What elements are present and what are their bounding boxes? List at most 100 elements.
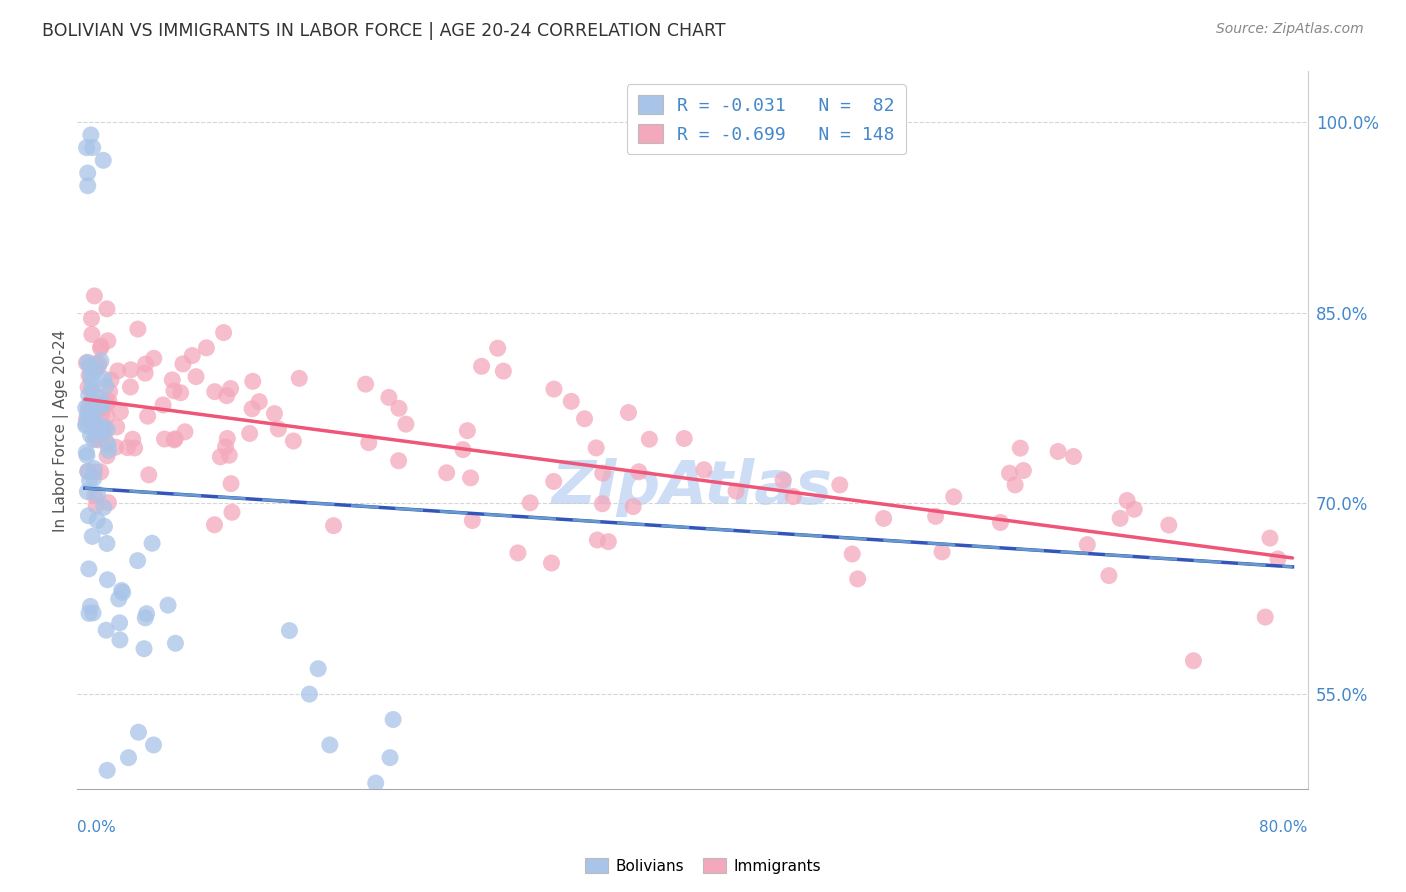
Point — [76, 178, 98, 193]
Point — [492, 364, 515, 378]
Point — [76, 166, 98, 180]
Text: Source: ZipAtlas.com: Source: ZipAtlas.com — [1216, 22, 1364, 37]
Point — [84, 357, 107, 371]
Point — [77, 403, 100, 417]
Point — [364, 776, 387, 790]
Point — [117, 441, 139, 455]
Point — [219, 382, 242, 396]
Point — [461, 514, 484, 528]
Point — [82, 394, 104, 409]
Point — [169, 385, 191, 400]
Point — [204, 517, 226, 532]
Point — [1254, 610, 1277, 624]
Point — [307, 662, 329, 676]
Point — [322, 518, 344, 533]
Point — [142, 351, 165, 366]
Point — [120, 363, 142, 377]
Point — [638, 432, 661, 446]
Point — [540, 556, 562, 570]
Point — [456, 424, 478, 438]
Point — [90, 409, 112, 423]
Point — [87, 433, 110, 447]
Point — [693, 463, 716, 477]
Point — [124, 441, 146, 455]
Point — [96, 536, 118, 550]
Point — [76, 449, 98, 463]
Point — [77, 388, 100, 402]
Point — [195, 341, 218, 355]
Point — [828, 478, 851, 492]
Point — [91, 425, 114, 440]
Point — [80, 128, 103, 142]
Point — [82, 606, 104, 620]
Point — [471, 359, 494, 374]
Point — [79, 359, 101, 373]
Text: BOLIVIAN VS IMMIGRANTS IN LABOR FORCE | AGE 20-24 CORRELATION CHART: BOLIVIAN VS IMMIGRANTS IN LABOR FORCE | … — [42, 22, 725, 40]
Point — [215, 389, 238, 403]
Point — [1012, 463, 1035, 477]
Point — [90, 354, 112, 368]
Point — [217, 432, 239, 446]
Point — [184, 369, 207, 384]
Point — [460, 471, 482, 485]
Point — [100, 373, 122, 387]
Point — [1004, 478, 1026, 492]
Point — [83, 289, 105, 303]
Point — [108, 615, 131, 630]
Point — [86, 403, 108, 417]
Point — [86, 513, 108, 527]
Point — [585, 441, 607, 455]
Point — [136, 409, 159, 424]
Point — [93, 401, 115, 415]
Point — [79, 599, 101, 614]
Point — [75, 356, 97, 370]
Point — [93, 500, 115, 515]
Point — [120, 380, 142, 394]
Point — [82, 529, 104, 543]
Point — [83, 433, 105, 447]
Point — [157, 598, 180, 612]
Point — [96, 398, 118, 412]
Legend: R = -0.031   N =  82, R = -0.699   N = 148: R = -0.031 N = 82, R = -0.699 N = 148 — [627, 84, 905, 154]
Point — [134, 366, 156, 380]
Point — [83, 414, 105, 428]
Point — [436, 466, 458, 480]
Point — [79, 428, 101, 442]
Text: 0.0%: 0.0% — [77, 821, 117, 835]
Point — [80, 382, 103, 396]
Point — [76, 464, 98, 478]
Point — [165, 432, 187, 446]
Point — [931, 545, 953, 559]
Point — [107, 364, 129, 378]
Point — [82, 384, 104, 399]
Point — [76, 465, 98, 479]
Point — [96, 449, 118, 463]
Point — [239, 426, 262, 441]
Point — [86, 487, 108, 501]
Point — [134, 357, 156, 371]
Point — [1047, 444, 1070, 458]
Point — [79, 474, 101, 488]
Point — [267, 422, 290, 436]
Point — [163, 384, 186, 398]
Point — [592, 466, 614, 480]
Point — [357, 435, 380, 450]
Point — [96, 393, 118, 408]
Point — [378, 391, 401, 405]
Point — [83, 489, 105, 503]
Point — [152, 398, 174, 412]
Point — [80, 408, 103, 422]
Point — [127, 322, 149, 336]
Point — [451, 442, 474, 457]
Point — [673, 432, 696, 446]
Point — [288, 371, 311, 385]
Point — [998, 466, 1021, 480]
Point — [91, 419, 114, 434]
Point — [93, 426, 115, 441]
Point — [560, 394, 582, 409]
Point — [1116, 493, 1139, 508]
Point — [942, 490, 965, 504]
Point — [97, 495, 120, 509]
Point — [627, 465, 650, 479]
Point — [543, 475, 565, 489]
